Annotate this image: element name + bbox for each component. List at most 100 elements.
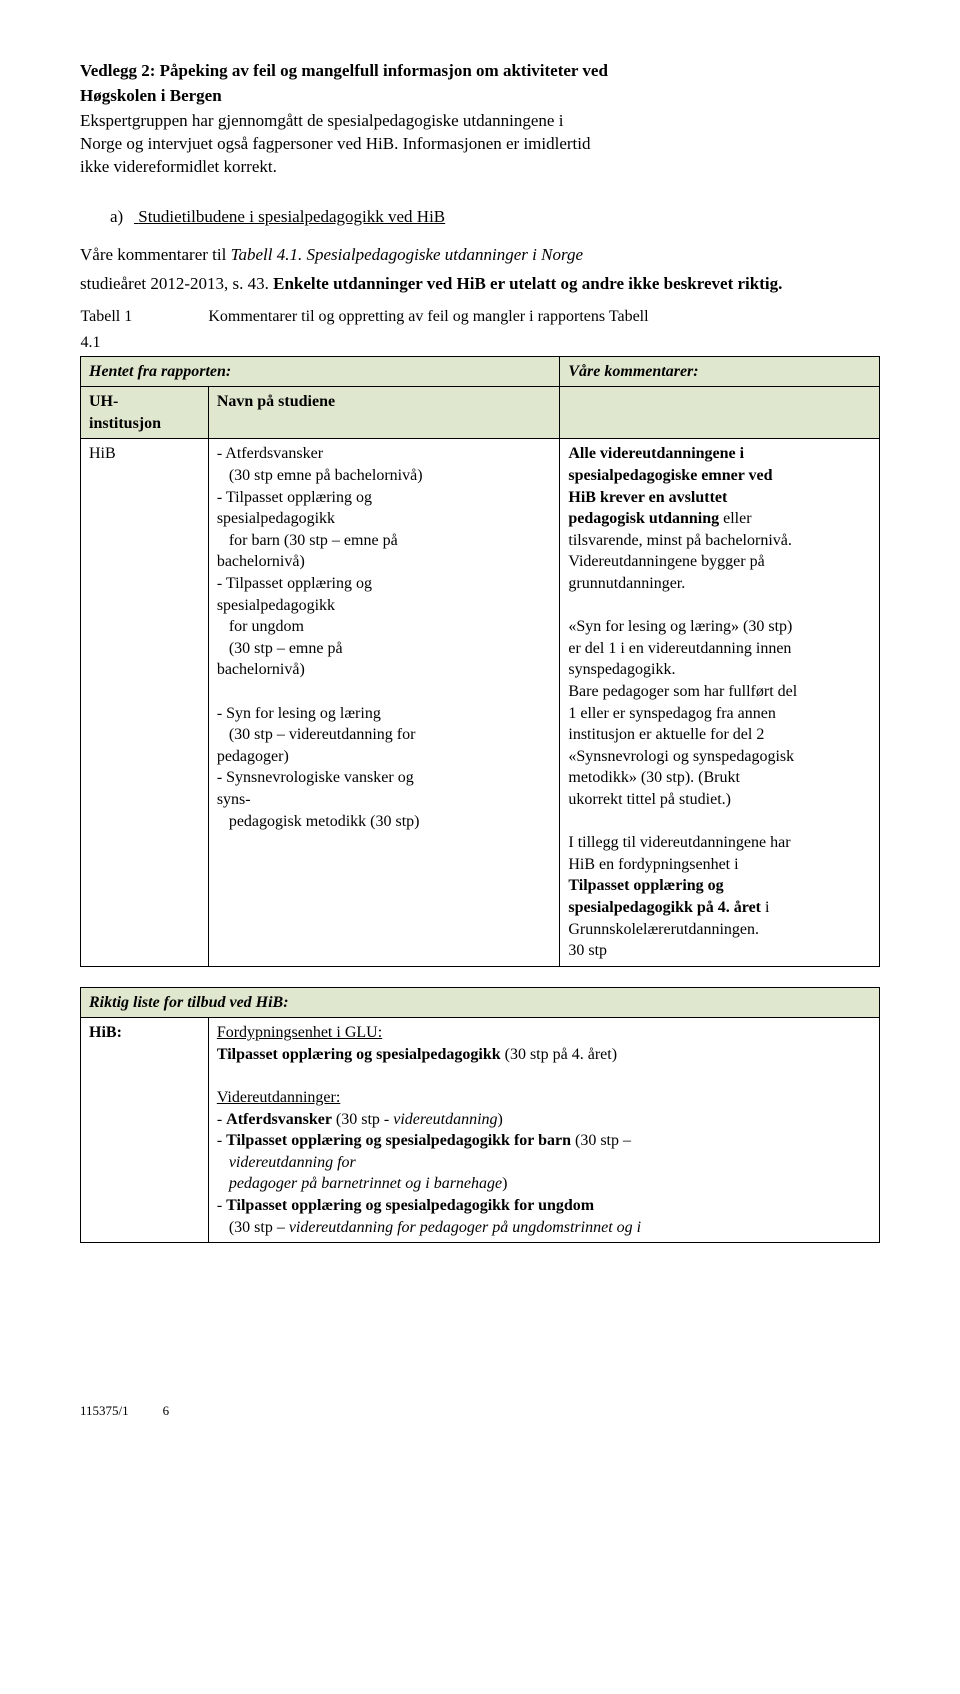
r-l6d: videreutdanning for pedagoger på ungdoms…: [289, 1219, 641, 1236]
c2i: ukorrekt tittel på studiet.): [568, 791, 731, 808]
r-l5b: Tilpasset opplæring og spesialpedagogikk…: [226, 1132, 571, 1149]
table-caption-row: Tabell 1 Kommentarer til og oppretting a…: [81, 304, 880, 330]
r-l4c: (30 stp -: [332, 1111, 393, 1128]
cell-studies: - Atferdsvansker (30 stp emne på bachelo…: [208, 439, 560, 966]
s5a: - Synsnevrologiske vansker og: [217, 769, 414, 786]
c2g: «Synsnevrologi og synspedagogisk: [568, 748, 794, 765]
hdr-hentet-text: Hentet fra rapporten:: [89, 363, 231, 380]
hdr-vare-text: Våre kommentarer:: [568, 363, 698, 380]
riktig-title-cell: Riktig liste for tilbud ved HiB:: [81, 987, 880, 1018]
section-a-label: a) Studietilbudene i spesialpedagogikk v…: [110, 207, 880, 227]
c1c: HiB krever en avsluttet: [568, 489, 727, 506]
c1f: Videreutdanningene bygger på: [568, 553, 764, 570]
spacer-row: [81, 966, 880, 987]
page-footer: 115375/1 6: [80, 1403, 880, 1419]
cell-comments: Alle videreutdanningene i spesialpedagog…: [560, 439, 880, 966]
footer-code: 115375/1: [80, 1403, 129, 1419]
s4c: pedagoger): [217, 748, 289, 765]
para-tabell-ref: Våre kommentarer til Tabell 4.1. Spesial…: [80, 241, 880, 299]
riktig-title: Riktig liste for tilbud ved HiB:: [89, 994, 289, 1011]
r-l5d: videreutdanning for: [217, 1152, 871, 1174]
intro-l1: Ekspertgruppen har gjennomgått de spesia…: [80, 111, 563, 130]
r-l2b: Tilpasset opplæring og spesialpedagogikk: [217, 1046, 501, 1063]
para1-tabref: Tabell 4.1. Spesialpedagogiske utdanning…: [231, 245, 583, 264]
riktig-header-row: Riktig liste for tilbud ved HiB:: [81, 987, 880, 1018]
hdr-navn-text: Navn på studiene: [217, 393, 335, 410]
s3c: for ungdom: [217, 616, 552, 638]
r-l5c: (30 stp –: [571, 1132, 631, 1149]
c3f: 30 stp: [568, 942, 607, 959]
c2d: Bare pedagoger som har fullført del: [568, 683, 797, 700]
c2e: 1 eller er synspedagog fra annen: [568, 705, 775, 722]
r-l4b: Atferdsvansker: [226, 1111, 332, 1128]
caption-left: Tabell 1: [81, 304, 209, 330]
r-l1u: Fordypningsenhet i GLU:: [217, 1024, 382, 1041]
table-subheader-row: UH- institusjon Navn på studiene: [81, 387, 880, 439]
page-content: Vedlegg 2: Påpeking av feil og mangelful…: [0, 0, 960, 1459]
r-l5a: -: [217, 1132, 226, 1149]
s4b: (30 stp – videreutdanning for: [217, 724, 552, 746]
footer-page: 6: [163, 1403, 170, 1419]
caption-right: Kommentarer til og oppretting av feil og…: [208, 304, 879, 330]
riktig-content-cell: Fordypningsenhet i GLU: Tilpasset opplær…: [208, 1018, 879, 1243]
s2c: for barn (30 stp – emne på: [217, 530, 552, 552]
c2f: institusjon er aktuelle for del 2: [568, 726, 764, 743]
hdr-empty: [560, 387, 880, 439]
section-a-title: Studietilbudene i spesialpedagogikk ved …: [138, 207, 445, 226]
c3c: Tilpasset opplæring og: [568, 877, 723, 894]
c1e: tilsvarende, minst på bachelornivå.: [568, 532, 791, 549]
s5b: syns-: [217, 791, 251, 808]
c2h: metodikk» (30 stp). (Brukt: [568, 769, 740, 786]
c3d-b: spesialpedagogikk på 4. året: [568, 899, 761, 916]
r-l6c: (30 stp –: [229, 1219, 289, 1236]
c2b: er del 1 i en videreutdanning innen: [568, 640, 791, 657]
para1-bold: Enkelte utdanninger ved HiB er utelatt o…: [273, 274, 782, 293]
caption-r2: 4.1: [81, 330, 880, 356]
c3a: I tillegg til videreutdanningene har: [568, 834, 790, 851]
c3e: Grunnskolelærerutdanningen.: [568, 921, 759, 938]
s2b: spesialpedagogikk: [217, 510, 335, 527]
c3d-r: i: [761, 899, 769, 916]
s2a: - Tilpasset opplæring og: [217, 489, 372, 506]
s1b: (30 stp emne på bachelornivå): [217, 465, 552, 487]
table-caption-row2: 4.1: [81, 330, 880, 356]
r-l6-line: (30 stp – videreutdanning for pedagoger …: [217, 1217, 871, 1239]
hdr-uh: UH- institusjon: [81, 387, 209, 439]
studies-list: - Atferdsvansker (30 stp emne på bachelo…: [217, 443, 552, 832]
hdr-hentet: Hentet fra rapporten:: [81, 356, 560, 387]
r-l3u: Videreutdanninger:: [217, 1089, 340, 1106]
r-l5f: ): [502, 1175, 507, 1192]
vedlegg-heading-line1: Vedlegg 2: Påpeking av feil og mangelful…: [80, 60, 880, 83]
s2d: bachelornivå): [217, 553, 305, 570]
s4a: - Syn for lesing og læring: [217, 705, 381, 722]
c3b: HiB en fordypningsenhet i: [568, 856, 738, 873]
r-l6a: -: [217, 1197, 226, 1214]
r-l6b: Tilpasset opplæring og spesialpedagogikk…: [226, 1197, 594, 1214]
section-a-letter: a): [110, 207, 134, 227]
c1b: spesialpedagogiske emner ved: [568, 467, 772, 484]
c1a: Alle videreutdanningene i: [568, 445, 744, 462]
hdr-vare: Våre kommentarer:: [560, 356, 880, 387]
s3d: (30 stp – emne på: [217, 638, 552, 660]
intro-l3: ikke videreformidlet korrekt.: [80, 157, 277, 176]
cell-inst: HiB: [81, 439, 209, 966]
r-l4a: -: [217, 1111, 226, 1128]
c2c: synspedagogikk.: [568, 661, 675, 678]
c2a: «Syn for lesing og læring» (30 stp): [568, 618, 792, 635]
riktig-content-row: HiB: Fordypningsenhet i GLU: Tilpasset o…: [81, 1018, 880, 1243]
r-l4e: ): [498, 1111, 503, 1128]
intro-paragraph: Ekspertgruppen har gjennomgått de spesia…: [80, 110, 880, 179]
s3e: bachelornivå): [217, 661, 305, 678]
hdr-navn: Navn på studiene: [208, 387, 560, 439]
main-table: Tabell 1 Kommentarer til og oppretting a…: [80, 304, 880, 1243]
r-l4d: videreutdanning: [393, 1111, 497, 1128]
c1d-b: pedagogisk utdanning: [568, 510, 719, 527]
para1-pre: Våre kommentarer til: [80, 245, 231, 264]
table-header-row: Hentet fra rapporten: Våre kommentarer:: [81, 356, 880, 387]
table-row-hib: HiB - Atferdsvansker (30 stp emne på bac…: [81, 439, 880, 966]
s1: - Atferdsvansker: [217, 445, 323, 462]
riktig-inst: HiB:: [81, 1018, 209, 1243]
vedlegg-heading-line2: Høgskolen i Bergen: [80, 85, 880, 108]
s5c: pedagogisk metodikk (30 stp): [217, 811, 552, 833]
hdr-uh-l2: institusjon: [89, 415, 161, 432]
